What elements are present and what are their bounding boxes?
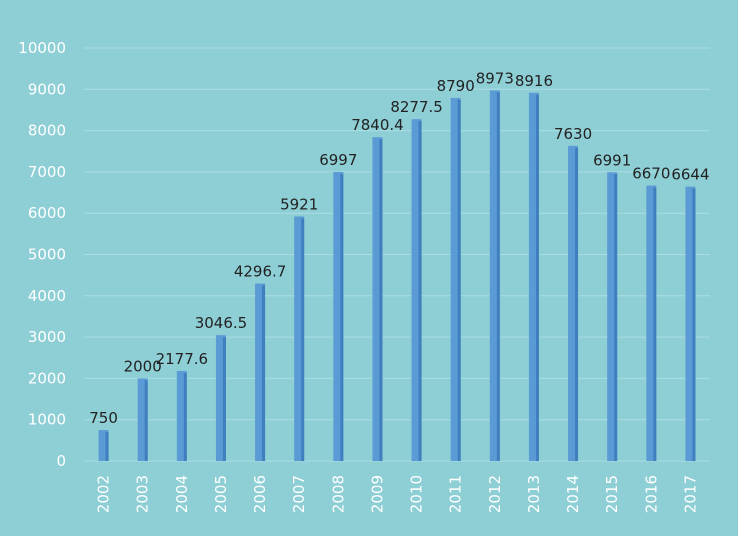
bar xyxy=(411,119,422,461)
x-tick-label: 2013 xyxy=(525,475,543,513)
gridlines xyxy=(84,47,710,462)
bar-face xyxy=(685,186,696,462)
bar-shade xyxy=(183,373,187,461)
bar-face xyxy=(137,378,148,461)
bar xyxy=(607,172,618,461)
bar-shade xyxy=(692,188,696,462)
bar xyxy=(98,430,109,461)
data-labels: 75020002177.63046.54296.7592169977840.48… xyxy=(89,69,709,427)
y-tick-label: 4000 xyxy=(28,287,66,305)
x-tick-label: 2005 xyxy=(212,475,230,513)
bar-face xyxy=(255,283,266,461)
data-label: 6644 xyxy=(671,166,709,184)
data-label: 8916 xyxy=(515,72,553,90)
x-tick-label: 2004 xyxy=(173,475,191,513)
y-tick-label: 5000 xyxy=(28,246,66,264)
bar xyxy=(137,378,148,461)
y-tick-label: 8000 xyxy=(28,122,66,140)
y-axis-tick-labels: 0 1000 2000 3000 4000 5000 6000 7000 8000 9000 100… xyxy=(18,39,66,470)
bar-shade xyxy=(301,218,305,461)
bar xyxy=(215,335,226,461)
bar-shade xyxy=(496,92,500,461)
bar-face xyxy=(372,137,383,462)
y-tick-label: 6000 xyxy=(28,204,66,222)
x-tick-label: 2011 xyxy=(447,475,465,513)
bars xyxy=(98,90,696,462)
bar-shade xyxy=(653,187,657,462)
data-label: 750 xyxy=(89,409,118,427)
bar-face xyxy=(411,119,422,461)
bar xyxy=(450,97,461,462)
x-tick-label: 2009 xyxy=(368,475,386,513)
bar xyxy=(372,137,383,462)
x-tick-label: 2014 xyxy=(564,475,582,513)
bar-shade xyxy=(222,337,226,461)
bar-face xyxy=(607,172,618,461)
bar xyxy=(176,371,187,461)
bar xyxy=(685,186,696,462)
data-label: 6997 xyxy=(319,151,357,169)
bar-shade xyxy=(614,174,618,461)
bar xyxy=(568,145,579,462)
data-label: 3046.5 xyxy=(195,314,248,332)
bar-face xyxy=(528,92,539,462)
y-tick-label: 0 xyxy=(56,452,66,470)
bar xyxy=(489,90,500,461)
data-label: 8973 xyxy=(476,69,514,87)
bar xyxy=(255,283,266,461)
bar-shade xyxy=(535,94,539,462)
bar-shade xyxy=(379,139,383,462)
bar-face xyxy=(215,335,226,461)
x-axis-tick-labels: 2002 2003 2004 2005 2006 2007 2008 2009 2010 2011… xyxy=(95,475,700,513)
bar-face xyxy=(568,145,579,462)
x-tick-label: 2015 xyxy=(603,475,621,513)
bar-shade xyxy=(575,147,579,462)
bar-face xyxy=(450,97,461,462)
data-label: 2000 xyxy=(124,357,162,375)
bar-shade xyxy=(418,121,422,461)
y-tick-label: 2000 xyxy=(28,369,66,387)
data-label: 7630 xyxy=(554,125,592,143)
bar xyxy=(528,92,539,462)
bar-shade xyxy=(262,285,266,461)
x-tick-label: 2006 xyxy=(251,475,269,513)
data-label: 8790 xyxy=(437,77,475,95)
bar-face xyxy=(98,430,109,461)
data-label: 2177.6 xyxy=(156,350,209,368)
y-tick-label: 7000 xyxy=(28,163,66,181)
data-label: 7840.4 xyxy=(351,116,404,134)
x-tick-label: 2003 xyxy=(134,475,152,513)
data-label: 6991 xyxy=(593,151,631,169)
bar-shade xyxy=(340,174,344,461)
x-tick-label: 2017 xyxy=(681,475,699,513)
x-tick-label: 2016 xyxy=(642,475,660,513)
x-tick-label: 2012 xyxy=(486,475,504,513)
x-tick-label: 2002 xyxy=(95,475,113,513)
bar-shade xyxy=(144,380,148,461)
y-tick-label: 9000 xyxy=(28,80,66,98)
y-tick-label: 1000 xyxy=(28,411,66,429)
bar-face xyxy=(333,172,344,461)
x-tick-label: 2007 xyxy=(290,475,308,513)
bar xyxy=(646,185,657,462)
data-label: 4296.7 xyxy=(234,263,287,281)
bar-shade xyxy=(105,432,109,461)
bar xyxy=(333,172,344,461)
bar-face xyxy=(294,216,305,461)
bar-shade xyxy=(457,99,461,462)
y-tick-label: 3000 xyxy=(28,328,66,346)
data-label: 6670 xyxy=(632,165,670,183)
bar-face xyxy=(489,90,500,461)
bar-face xyxy=(176,371,187,461)
bar-face xyxy=(646,185,657,462)
data-label: 5921 xyxy=(280,195,318,213)
data-label: 8277.5 xyxy=(390,98,443,116)
y-tick-label: 10000 xyxy=(18,39,66,57)
x-tick-label: 2008 xyxy=(329,475,347,513)
bar xyxy=(294,216,305,461)
x-tick-label: 2010 xyxy=(408,475,426,513)
